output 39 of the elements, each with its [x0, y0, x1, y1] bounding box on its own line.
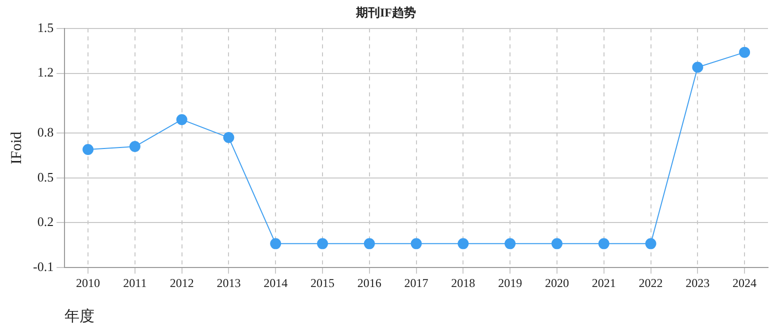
point: [270, 238, 282, 250]
x-tick-label: 2018: [451, 276, 476, 290]
point: [458, 238, 469, 250]
point: [129, 141, 140, 152]
y-axis-title: IFoid: [8, 131, 25, 164]
x-tick-label: 2010: [76, 276, 100, 290]
y-tick-label: -0.1: [32, 259, 54, 274]
point: [176, 114, 188, 126]
x-tick-label: 2014: [264, 276, 288, 290]
x-tick-label: 2023: [686, 276, 710, 290]
y-tick-label: 0.2: [37, 214, 54, 230]
x-tick-label: 2019: [498, 276, 522, 290]
x-tick-label: 2022: [638, 276, 663, 290]
x-tick-label: 2020: [544, 276, 569, 290]
y-tick-label: 0.8: [37, 124, 54, 140]
x-axis-title: 年度: [64, 308, 95, 325]
point: [410, 238, 422, 250]
chart-title: 期刊IF趋势: [355, 5, 416, 20]
x-tick-label: 2012: [170, 276, 194, 290]
y-tick-label: 1.2: [37, 64, 54, 80]
point: [645, 238, 656, 250]
x-tick-label: 2017: [404, 276, 428, 290]
point: [317, 238, 328, 250]
point: [504, 238, 516, 250]
y-tick-label: 0.5: [37, 169, 54, 184]
point: [739, 46, 750, 58]
y-tick-label: 1.5: [37, 20, 54, 35]
x-tick-label: 2024: [732, 276, 757, 290]
x-tick-label: 2016: [357, 276, 382, 290]
x-tick-label: 2015: [310, 276, 334, 290]
point: [598, 238, 610, 250]
point: [82, 144, 94, 155]
point: [364, 238, 375, 250]
point: [223, 132, 234, 144]
x-tick-label: 2021: [592, 276, 616, 290]
x-tick-label: 2011: [123, 276, 147, 290]
x-tick-label: 2013: [216, 276, 241, 290]
point: [551, 238, 562, 250]
point: [692, 62, 704, 73]
